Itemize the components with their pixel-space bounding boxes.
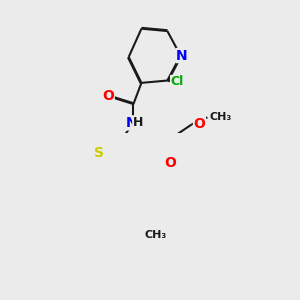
Text: O: O xyxy=(194,117,206,130)
Text: CH₃: CH₃ xyxy=(209,112,232,122)
Text: S: S xyxy=(94,146,104,160)
Text: Cl: Cl xyxy=(171,75,184,88)
Text: N: N xyxy=(126,116,137,130)
Text: H: H xyxy=(133,116,143,129)
Text: O: O xyxy=(102,89,114,103)
Text: CH₃: CH₃ xyxy=(145,230,167,240)
Text: O: O xyxy=(164,156,176,170)
Text: N: N xyxy=(176,49,188,63)
